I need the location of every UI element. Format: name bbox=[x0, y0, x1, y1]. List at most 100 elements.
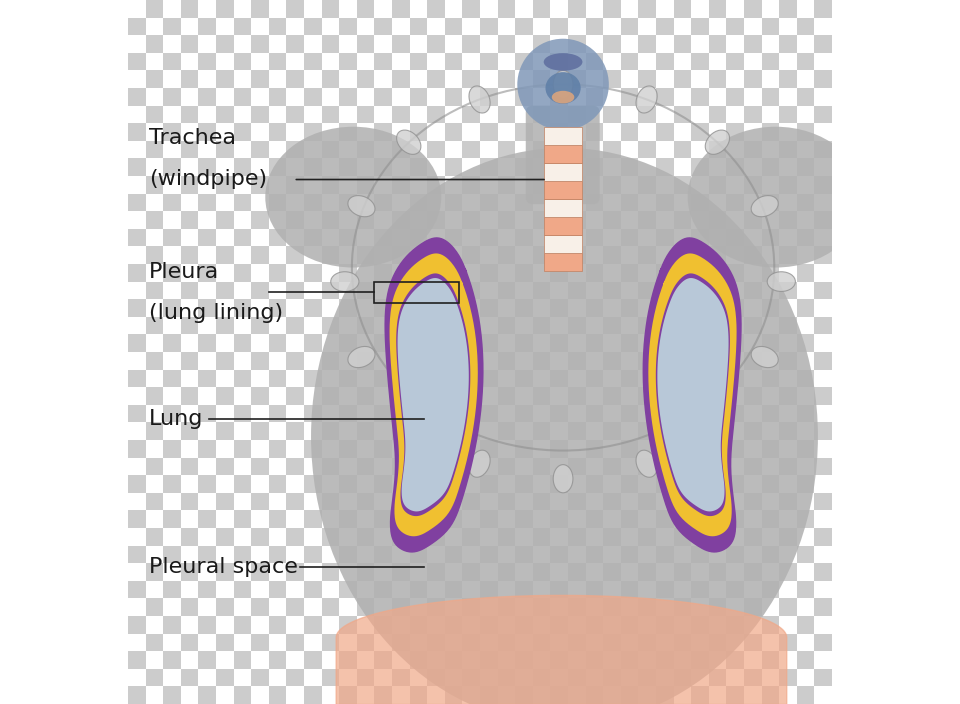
Bar bbox=[304, 528, 322, 546]
Bar bbox=[286, 282, 304, 299]
Bar bbox=[374, 405, 392, 422]
Bar bbox=[374, 546, 392, 563]
Bar bbox=[252, 211, 269, 229]
Bar bbox=[550, 387, 568, 405]
Bar bbox=[427, 616, 444, 634]
Bar bbox=[146, 53, 163, 70]
Bar bbox=[708, 669, 727, 686]
Bar bbox=[304, 70, 322, 88]
Bar bbox=[233, 581, 252, 598]
Bar bbox=[463, 211, 480, 229]
Bar bbox=[410, 88, 427, 106]
Bar bbox=[691, 669, 708, 686]
Bar bbox=[550, 211, 568, 229]
Bar bbox=[603, 616, 621, 634]
Bar bbox=[146, 88, 163, 106]
Bar bbox=[691, 194, 708, 211]
Bar bbox=[603, 510, 621, 528]
Bar bbox=[780, 616, 797, 634]
Bar bbox=[427, 299, 444, 317]
Bar bbox=[392, 299, 410, 317]
Bar bbox=[797, 546, 814, 563]
Bar bbox=[357, 686, 374, 704]
Bar bbox=[392, 317, 410, 334]
Bar bbox=[744, 194, 761, 211]
Bar bbox=[180, 282, 199, 299]
Bar bbox=[374, 493, 392, 510]
Bar bbox=[603, 581, 621, 598]
Bar bbox=[727, 546, 744, 563]
Bar bbox=[199, 194, 216, 211]
Bar bbox=[832, 370, 850, 387]
Bar bbox=[550, 634, 568, 651]
Bar bbox=[533, 123, 550, 141]
Bar bbox=[656, 176, 674, 194]
Bar bbox=[674, 616, 691, 634]
Bar bbox=[339, 176, 357, 194]
Bar bbox=[638, 317, 656, 334]
Bar bbox=[832, 88, 850, 106]
Bar bbox=[374, 387, 392, 405]
Bar bbox=[727, 0, 744, 18]
Bar bbox=[304, 123, 322, 141]
Bar bbox=[128, 475, 146, 493]
Bar bbox=[180, 35, 199, 53]
Bar bbox=[814, 528, 832, 546]
Polygon shape bbox=[397, 278, 468, 511]
Bar bbox=[656, 370, 674, 387]
Bar bbox=[216, 651, 233, 669]
Bar bbox=[516, 88, 533, 106]
Bar bbox=[199, 581, 216, 598]
Bar bbox=[444, 458, 463, 475]
Bar bbox=[761, 352, 780, 370]
Bar bbox=[252, 616, 269, 634]
Bar bbox=[832, 581, 850, 598]
Bar bbox=[621, 546, 638, 563]
Bar bbox=[761, 686, 780, 704]
Bar bbox=[533, 546, 550, 563]
Bar bbox=[761, 563, 780, 581]
Bar bbox=[357, 334, 374, 352]
Bar bbox=[543, 145, 583, 163]
Bar bbox=[832, 546, 850, 563]
Bar bbox=[463, 405, 480, 422]
Bar bbox=[374, 0, 392, 18]
Bar bbox=[322, 686, 339, 704]
Bar bbox=[568, 246, 586, 264]
Bar bbox=[163, 53, 180, 70]
Bar bbox=[216, 598, 233, 616]
Bar bbox=[727, 194, 744, 211]
Bar bbox=[638, 634, 656, 651]
Bar bbox=[374, 106, 392, 123]
Bar bbox=[550, 422, 568, 440]
Bar bbox=[691, 563, 708, 581]
Bar bbox=[163, 387, 180, 405]
Bar bbox=[744, 370, 761, 387]
Bar bbox=[216, 458, 233, 475]
Bar bbox=[621, 352, 638, 370]
Bar bbox=[543, 181, 583, 199]
Bar bbox=[286, 651, 304, 669]
Bar bbox=[603, 246, 621, 264]
Bar bbox=[603, 88, 621, 106]
Bar bbox=[497, 282, 516, 299]
Bar bbox=[269, 370, 286, 387]
Bar bbox=[691, 493, 708, 510]
Bar bbox=[444, 616, 463, 634]
Bar bbox=[322, 475, 339, 493]
Bar bbox=[761, 458, 780, 475]
Bar bbox=[392, 422, 410, 440]
Bar bbox=[533, 352, 550, 370]
Bar bbox=[304, 440, 322, 458]
Bar bbox=[621, 282, 638, 299]
Bar bbox=[392, 123, 410, 141]
Bar bbox=[708, 211, 727, 229]
Bar bbox=[357, 106, 374, 123]
Bar bbox=[357, 352, 374, 370]
Ellipse shape bbox=[396, 130, 420, 154]
Bar bbox=[586, 422, 603, 440]
Bar bbox=[814, 141, 832, 158]
Bar bbox=[128, 563, 146, 581]
Bar bbox=[374, 616, 392, 634]
Bar bbox=[199, 282, 216, 299]
